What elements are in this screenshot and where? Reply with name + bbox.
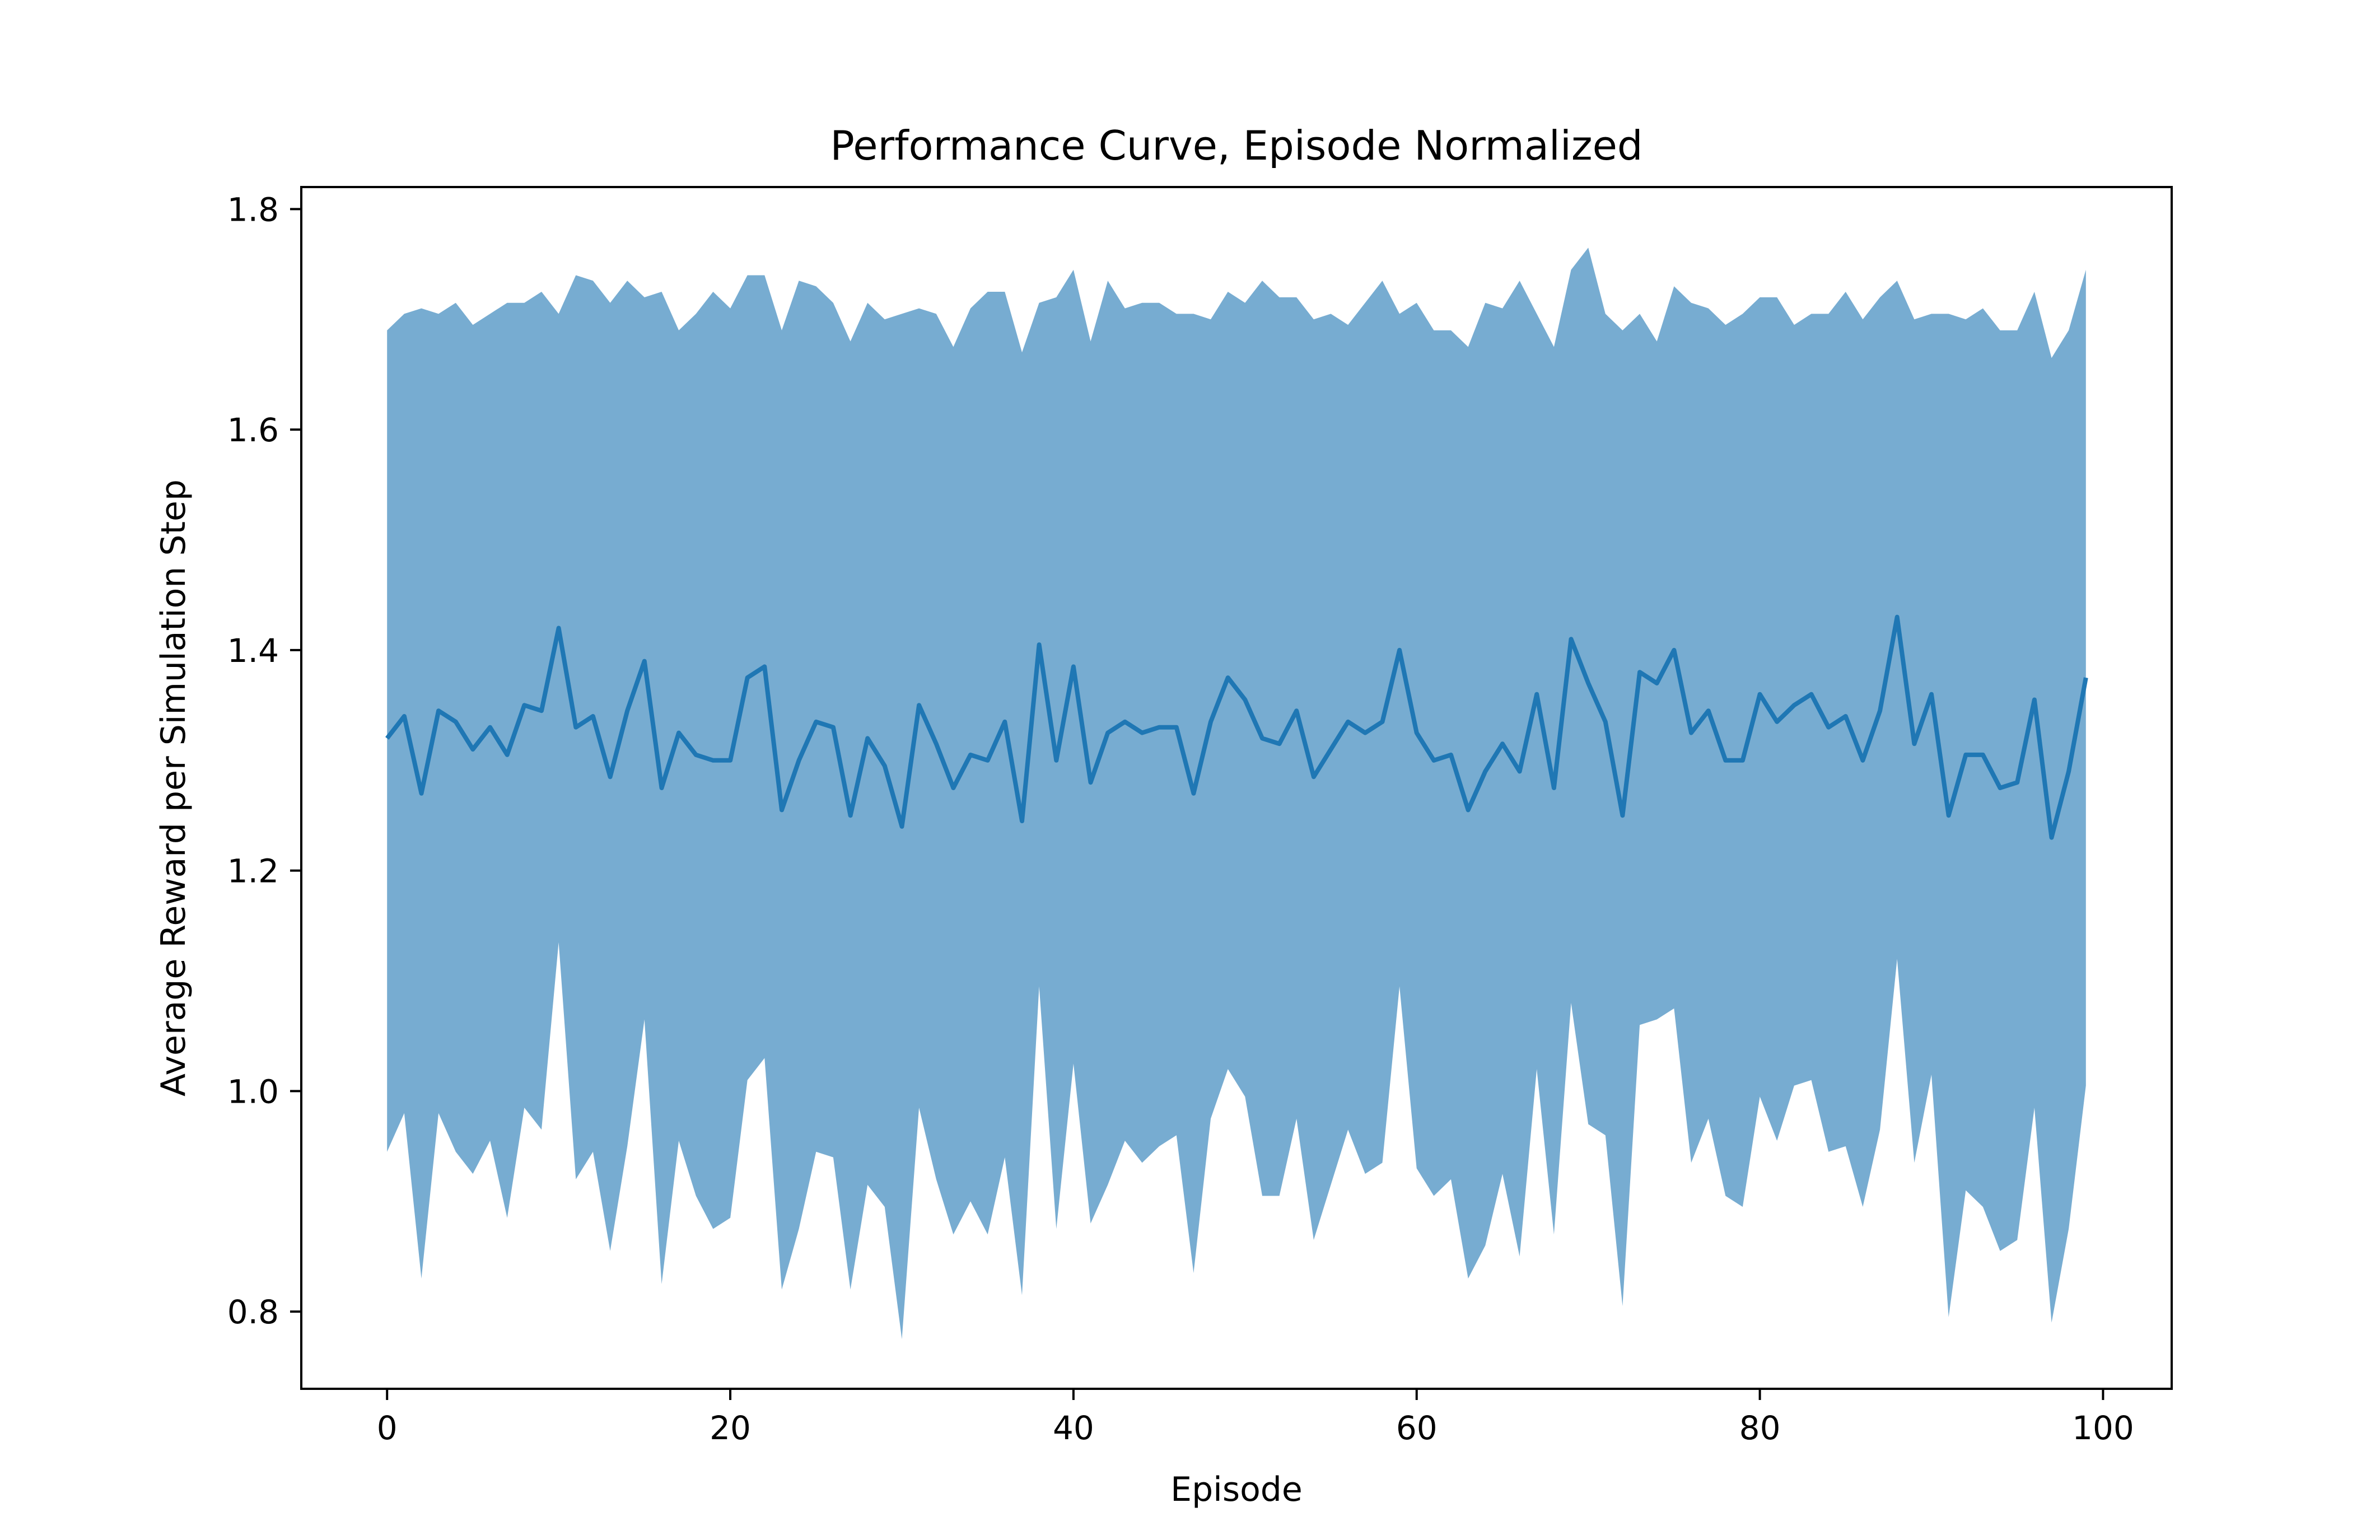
mean-line: [385, 614, 2088, 840]
chart-title: Performance Curve, Episode Normalized: [830, 122, 1642, 169]
x-axis-title: Episode: [1170, 1470, 1303, 1509]
std-band: [387, 248, 2086, 1340]
y-tick-label: 1.4: [227, 632, 279, 670]
axes-frame: [300, 186, 2173, 1390]
y-tick-label: 1.2: [227, 852, 279, 890]
y-tick-label: 1.6: [227, 411, 279, 449]
x-tick-label: 0: [377, 1409, 398, 1447]
y-tick-label: 0.8: [227, 1293, 279, 1331]
x-tick-label: 20: [710, 1409, 751, 1447]
x-tick-label: 80: [1739, 1409, 1781, 1447]
x-tick-label: 100: [2072, 1409, 2134, 1447]
y-axis-title: Average Reward per Simulation Step: [154, 479, 193, 1096]
y-tick-label: 1.0: [227, 1072, 279, 1110]
ticks: 0 20 40 60 80 100 0.8 1.0 1.2 1.4 1.6 1.8: [227, 190, 2134, 1447]
x-tick-label: 60: [1396, 1409, 1438, 1447]
y-tick-label: 1.8: [227, 190, 279, 228]
plot-area: [385, 248, 2088, 1340]
x-tick-label: 40: [1053, 1409, 1094, 1447]
